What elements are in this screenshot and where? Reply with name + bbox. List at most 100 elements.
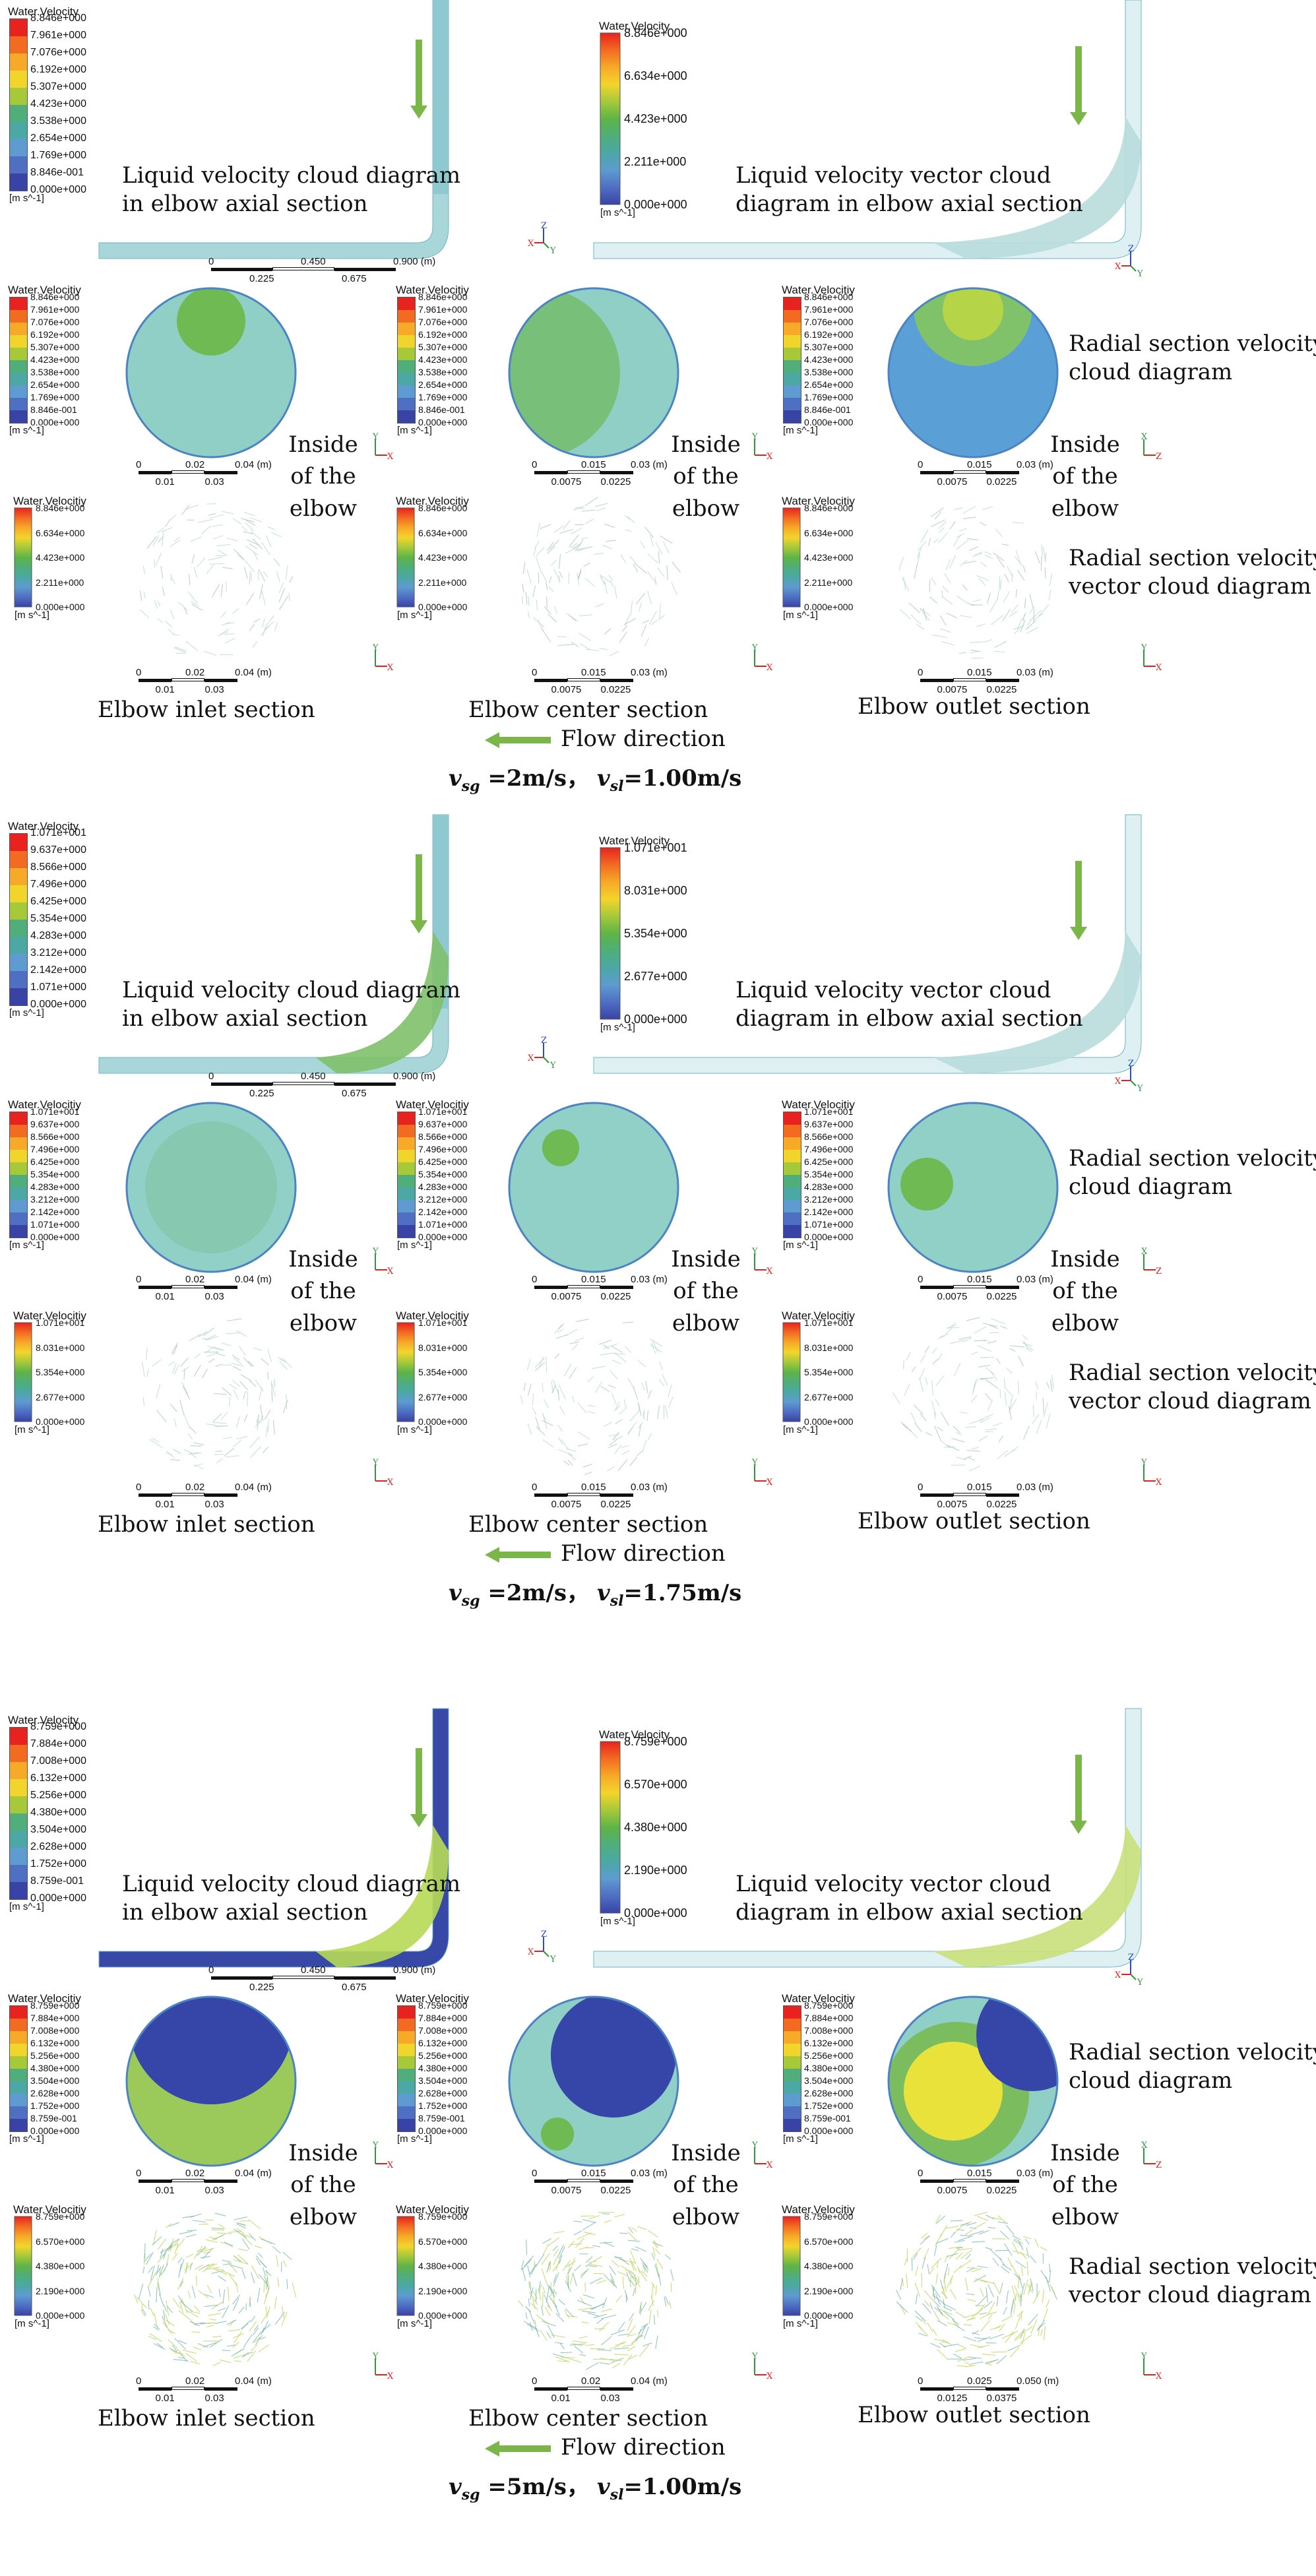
velocity-vector [267, 526, 276, 530]
velocity-vector [637, 1360, 646, 1367]
velocity-vector [960, 1411, 968, 1414]
legend-tick: 0.000e+000 [418, 1416, 468, 1427]
colorbar-band [398, 2069, 415, 2081]
velocity-vector [906, 2274, 908, 2288]
velocity-vector [554, 2305, 560, 2316]
velocity-vector [915, 2294, 918, 2304]
axis-triad-icon: YX [372, 2352, 394, 2381]
velocity-vector [1012, 2235, 1021, 2240]
velocity-vector [925, 1376, 928, 1385]
velocity-vector [264, 2276, 270, 2291]
velocity-vector [621, 1445, 629, 1448]
velocity-vector [997, 2215, 1006, 2223]
velocity-vector [156, 2342, 164, 2348]
arrow-shaft [416, 40, 422, 107]
velocity-vector [987, 1340, 997, 1344]
legend-tick: 6.570e+000 [418, 2236, 468, 2247]
colorbar [396, 1322, 415, 1422]
velocity-vector [949, 2288, 957, 2300]
velocity-vector [149, 2333, 162, 2342]
velocity-vector [142, 2309, 146, 2316]
label-line: Inside [1050, 431, 1120, 458]
velocity-vector [1011, 2285, 1017, 2300]
scale-label: 0.02 [185, 2375, 205, 2387]
velocity-vector [266, 2306, 271, 2315]
velocity-vector [951, 1437, 965, 1443]
velocity-vector [1002, 609, 1011, 622]
legend-title: Water.Velocitiy [13, 1309, 86, 1322]
velocity-vector [170, 1404, 177, 1412]
velocity-vector [632, 2271, 640, 2284]
velocity-vector [553, 2274, 557, 2283]
velocity-vector [162, 531, 164, 547]
velocity-vector [190, 1445, 202, 1447]
velocity-vector [532, 617, 545, 628]
velocity-vector [548, 2237, 560, 2246]
scale-label: 0.0125 [937, 2393, 968, 2404]
velocity-vector [937, 1426, 944, 1431]
legend-tick: 7.961e+000 [804, 304, 854, 315]
legend-tick: 0.000e+000 [30, 999, 86, 1010]
velocity-vector [252, 2331, 262, 2344]
velocity-vector [1013, 625, 1022, 630]
axis-label: Z [1156, 1267, 1162, 1276]
label-line: of the [1052, 1278, 1118, 1305]
velocity-vector [237, 2254, 249, 2265]
velocity-vector [577, 1431, 590, 1440]
legend-unit: [m s^-1] [783, 1240, 818, 1251]
label-line: elbow [289, 2203, 358, 2230]
velocity-vector [546, 2331, 551, 2339]
velocity-vector [226, 1318, 242, 1322]
scale-bar: 0 0.015 0.03 (m) 0.0075 0.0225 [918, 459, 1053, 491]
scale-label: 0.900 (m) [393, 1071, 436, 1082]
velocity-vector [1018, 2240, 1024, 2251]
velocity-vector [652, 2247, 656, 2257]
velocity-vector [185, 504, 199, 510]
velocity-vector [631, 2248, 639, 2251]
scale-label: 0.675 [342, 1982, 367, 1993]
velocity-vector [237, 554, 245, 561]
velocity-vector [198, 1331, 208, 1338]
arrow-head [1070, 1821, 1087, 1834]
legend-tick: 6.192e+000 [804, 329, 854, 340]
velocity-vector [574, 2230, 582, 2236]
scale-seg [272, 1976, 334, 1979]
velocity-vector [220, 611, 227, 618]
legend-title: Water.Velocitiy [8, 284, 81, 296]
velocity-vector [528, 2309, 535, 2324]
scale-label: 0.03 [204, 1291, 224, 1302]
velocity-vector [920, 529, 929, 544]
scale-label: 0.015 [967, 667, 992, 678]
velocity-vector [539, 2290, 542, 2301]
velocity-vector [929, 596, 938, 604]
velocity-vector [960, 2222, 969, 2226]
velocity-vector [995, 2325, 1002, 2329]
velocity-vector [558, 1385, 566, 1400]
velocity-vector [966, 603, 974, 606]
colorbar-band [784, 298, 801, 310]
axis-label: X [1141, 2141, 1148, 2151]
velocity-vector [643, 2326, 649, 2339]
colorbar-band [10, 2044, 27, 2056]
velocity-vector [228, 1397, 230, 1407]
velocity-vector [1004, 2243, 1013, 2256]
legend-tick: 1.769e+000 [804, 392, 854, 402]
legend-tick: 4.423e+000 [804, 354, 854, 365]
legend-tick: 8.566e+000 [30, 862, 86, 873]
axis-triad-icon: YX [751, 1458, 773, 1488]
legend-tick: 7.496e+000 [418, 1144, 468, 1154]
velocity-vector [1038, 604, 1050, 617]
velocity-vector [166, 1452, 173, 1455]
colorbar-band [10, 360, 27, 373]
velocity-vector [203, 650, 217, 656]
velocity-vector [968, 1419, 984, 1425]
velocity-vector [927, 2322, 933, 2333]
velocity-zone [509, 1103, 678, 1272]
velocity-vector [641, 624, 647, 637]
axis-triad-icon: YX [751, 432, 773, 462]
velocity-vector [224, 638, 235, 644]
velocity-vector [638, 1403, 640, 1412]
legend-unit: [m s^-1] [9, 1007, 44, 1019]
legend-tick: 8.759e+000 [36, 2211, 85, 2222]
scale-label: 0.02 [185, 2168, 205, 2179]
